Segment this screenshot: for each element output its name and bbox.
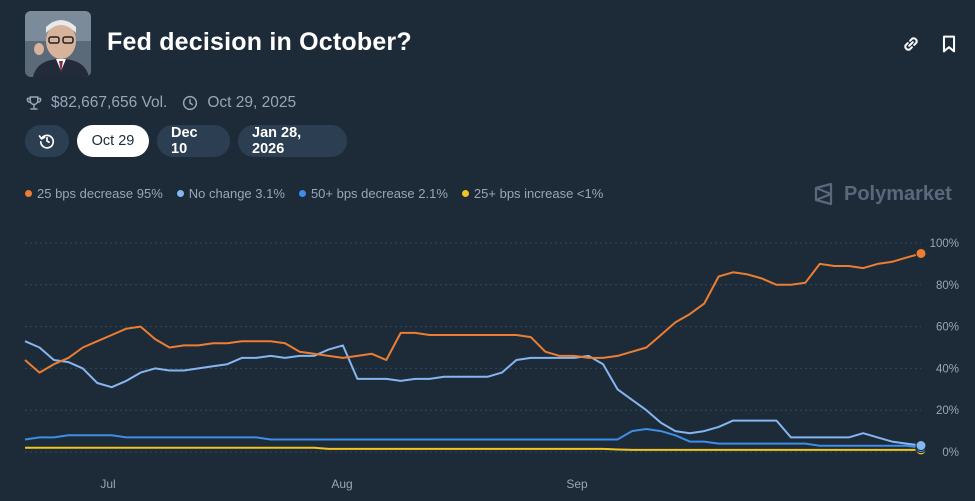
y-tick-label: 20% bbox=[936, 405, 959, 417]
brand-name: Polymarket bbox=[844, 182, 952, 205]
series-line-25-bps-increase[interactable] bbox=[25, 446, 921, 451]
legend-value: 2.1% bbox=[418, 186, 448, 201]
legend-dot bbox=[461, 190, 469, 197]
date-tabs: Oct 29 Dec 10 Jan 28, 2026 bbox=[25, 125, 347, 157]
volume-text: $82,667,656 Vol. bbox=[51, 94, 168, 111]
legend-dot bbox=[298, 190, 306, 197]
legend-dot bbox=[25, 190, 32, 197]
legend-value: <1% bbox=[576, 186, 604, 201]
y-axis: 100% 80% 60% 40% 20% 0% bbox=[930, 238, 959, 459]
x-axis: Jul Aug Sep bbox=[100, 477, 588, 491]
x-tick-label: Aug bbox=[331, 477, 352, 491]
legend-dot bbox=[176, 190, 184, 197]
legend-label: No change bbox=[188, 186, 252, 201]
y-tick-label: 0% bbox=[942, 447, 959, 459]
legend-item-25bps-increase[interactable]: 25+ bps increase <1% bbox=[461, 186, 604, 201]
legend-item-no-change[interactable]: No change 3.1% bbox=[176, 186, 285, 201]
clock-icon bbox=[183, 95, 198, 111]
tab-oct-29[interactable]: Oct 29 bbox=[77, 125, 149, 157]
series-line-50-bps-decrease[interactable] bbox=[24, 428, 922, 449]
y-tick-label: 100% bbox=[930, 238, 959, 250]
y-tick-label: 60% bbox=[936, 322, 959, 334]
legend-item-50bps-decrease[interactable]: 50+ bps decrease 2.1% bbox=[298, 186, 448, 201]
chart-grid bbox=[25, 242, 921, 453]
x-tick-label: Sep bbox=[566, 477, 588, 491]
market-meta: $82,667,656 Vol. Oct 29, 2025 bbox=[25, 92, 296, 114]
legend-value: 3.1% bbox=[255, 186, 285, 201]
legend-label: 25+ bps increase bbox=[473, 186, 574, 201]
legend-label: 25 bps decrease bbox=[37, 186, 134, 201]
x-tick-label: Jul bbox=[100, 477, 115, 491]
polymarket-brand: Polymarket bbox=[812, 182, 952, 206]
legend-value: 95% bbox=[136, 186, 163, 201]
series-endpoint bbox=[915, 247, 927, 259]
end-date-text: Oct 29, 2025 bbox=[207, 94, 297, 111]
bookmark-icon[interactable] bbox=[938, 33, 960, 55]
series-endpoint bbox=[915, 440, 927, 452]
legend-item-25bps-decrease[interactable]: 25 bps decrease 95% bbox=[25, 186, 163, 201]
chart-legend: 25 bps decrease 95% No change 3.1% 50+ b… bbox=[25, 186, 617, 201]
y-tick-label: 40% bbox=[936, 363, 959, 375]
chart-series bbox=[24, 247, 927, 456]
polymarket-logo-icon bbox=[814, 182, 833, 206]
series-line-no-change[interactable] bbox=[24, 340, 922, 447]
history-button[interactable] bbox=[25, 125, 69, 157]
trophy-icon bbox=[26, 96, 42, 110]
y-tick-label: 80% bbox=[936, 280, 959, 292]
tab-dec-10[interactable]: Dec 10 bbox=[157, 125, 230, 157]
link-icon[interactable] bbox=[900, 33, 922, 55]
market-image bbox=[25, 11, 91, 77]
history-icon bbox=[38, 134, 55, 149]
tab-jan-28-2026[interactable]: Jan 28, 2026 bbox=[238, 125, 347, 157]
series-line-25-bps-decrease[interactable] bbox=[24, 252, 922, 374]
page-title: Fed decision in October? bbox=[107, 28, 412, 56]
legend-label: 50+ bps decrease bbox=[310, 186, 415, 201]
